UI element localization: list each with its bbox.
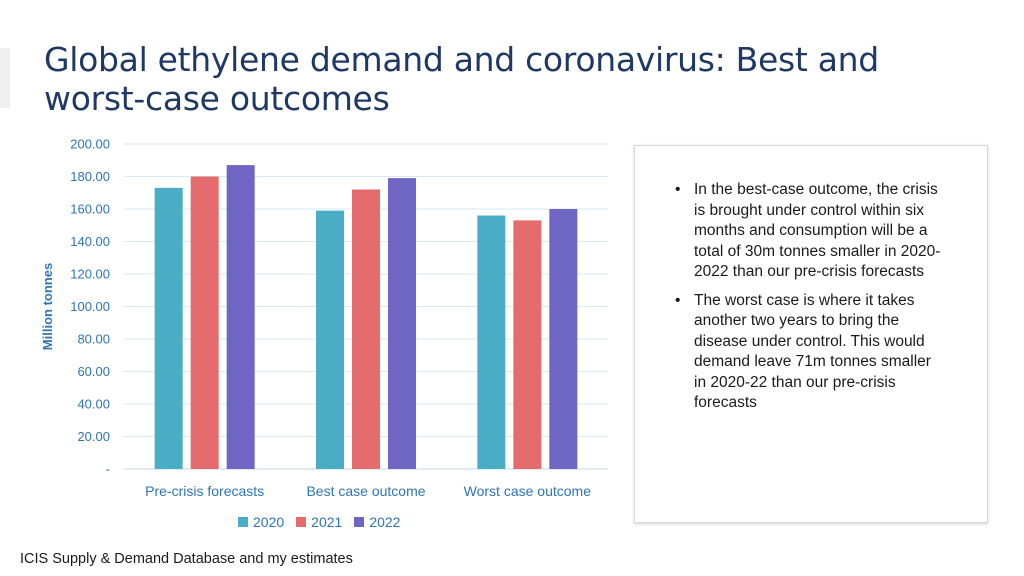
legend-swatch [354, 517, 365, 527]
y-tick-label: - [106, 462, 110, 477]
y-tick-label: 180.00 [70, 169, 110, 184]
note-item-worst-case: • The worst case is where it takes anoth… [675, 291, 945, 414]
chart-legend: 2020 2021 2022 [238, 514, 400, 530]
note-item-best-case: • In the best-case outcome, the crisis i… [675, 180, 945, 283]
bar-2020-pre-crisis-forecasts [154, 187, 183, 469]
source-caption: ICIS Supply & Demand Database and my est… [20, 551, 353, 567]
bar-2020-best-case-outcome [316, 210, 344, 469]
y-tick-label: 80.00 [77, 332, 110, 347]
y-tick-label: 20.00 [77, 429, 110, 444]
legend-item-2020: 2020 [238, 514, 284, 530]
bar-2021-pre-crisis-forecasts [190, 176, 219, 469]
slide-title: Global ethylene demand and coronavirus: … [44, 40, 879, 118]
bar-2021-best-case-outcome [352, 189, 380, 469]
bar-2020-worst-case-outcome [477, 215, 506, 469]
bullet-icon: • [675, 181, 681, 198]
x-category-label: Best case outcome [306, 483, 425, 499]
bar-2022-worst-case-outcome [549, 209, 578, 469]
bar-2022-pre-crisis-forecasts [226, 165, 255, 469]
legend-swatch [238, 517, 248, 527]
y-tick-label: 160.00 [70, 202, 110, 217]
x-category-label: Pre-crisis forecasts [145, 483, 264, 499]
y-axis-title: Million tonnes [40, 263, 55, 350]
legend-label: 2022 [369, 514, 401, 530]
y-tick-label: 100.00 [70, 299, 110, 314]
bar-2021-worst-case-outcome [513, 220, 542, 469]
legend-swatch [296, 517, 307, 527]
legend-item-2021: 2021 [296, 514, 342, 530]
chart-svg: - 20.00 40.00 60.00 80.00 100.00 120.00 140.00 1… [40, 137, 608, 499]
notes-panel: • In the best-case outcome, the crisis i… [634, 145, 988, 523]
y-tick-label: 60.00 [77, 364, 110, 379]
note-text: In the best-case outcome, the crisis is … [694, 181, 941, 280]
bar-chart: - 20.00 40.00 60.00 80.00 100.00 120.00 140.00 1… [30, 130, 630, 540]
x-category-label: Worst case outcome [464, 483, 592, 499]
note-text: The worst case is where it takes another… [694, 291, 931, 412]
bar-2022-best-case-outcome [388, 178, 416, 469]
legend-label: 2021 [311, 514, 343, 530]
legend-label: 2020 [253, 514, 285, 530]
bullet-icon: • [675, 291, 681, 309]
notes-list: • In the best-case outcome, the crisis i… [675, 180, 945, 422]
y-tick-label: 200.00 [70, 137, 110, 152]
y-tick-label: 120.00 [70, 267, 110, 282]
legend-item-2022: 2022 [354, 514, 400, 530]
y-tick-label: 140.00 [70, 234, 110, 249]
y-tick-label: 40.00 [77, 397, 110, 412]
left-accent-bar [0, 48, 10, 108]
